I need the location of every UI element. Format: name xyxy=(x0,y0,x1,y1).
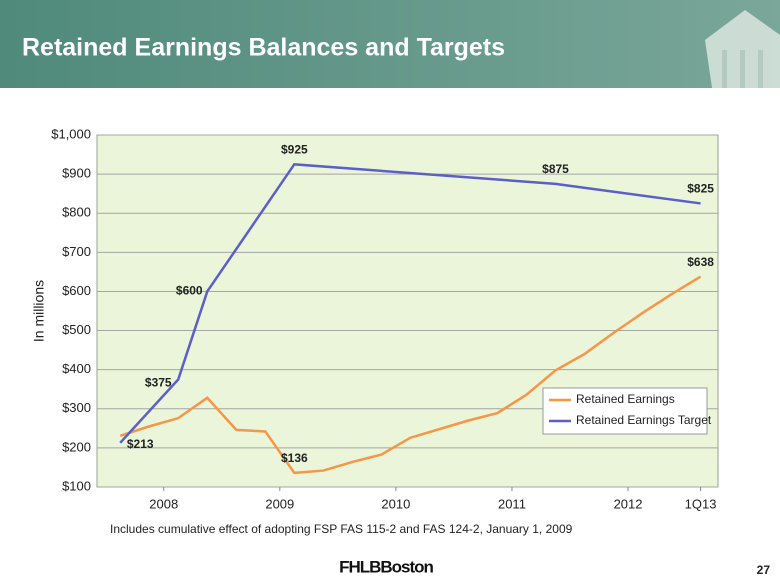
y-tick-label: $200 xyxy=(62,439,91,454)
y-tick-label: $900 xyxy=(62,166,91,181)
x-tick-label: 2009 xyxy=(265,496,294,511)
data-label: $213 xyxy=(127,437,154,451)
house-icon xyxy=(705,10,780,88)
legend-label: Retained Earnings Target xyxy=(576,413,712,427)
y-tick-label: $500 xyxy=(62,322,91,337)
y-tick-label: $700 xyxy=(62,244,91,259)
slide-title: Retained Earnings Balances and Targets xyxy=(22,34,505,62)
x-tick-label: 2008 xyxy=(149,496,178,511)
data-label: $825 xyxy=(687,182,714,196)
y-tick-label: $1,000 xyxy=(51,126,91,141)
y-tick-label: $100 xyxy=(62,478,91,493)
y-tick-label: $300 xyxy=(62,400,91,415)
x-tick-label: 2012 xyxy=(614,496,643,511)
page-number: 27 xyxy=(757,563,771,577)
y-tick-label: $800 xyxy=(62,205,91,220)
y-tick-label: $600 xyxy=(62,283,91,298)
y-tick-label: $400 xyxy=(62,361,91,376)
legend-box xyxy=(542,387,708,435)
data-label: $875 xyxy=(542,162,569,176)
header-band xyxy=(0,0,780,88)
x-tick-label: 2010 xyxy=(381,496,410,511)
footer-logo: FHLBBoston xyxy=(339,557,433,576)
legend-label: Retained Earnings xyxy=(576,392,675,406)
data-label: $375 xyxy=(145,376,172,390)
y-axis-title: In millions xyxy=(31,280,47,342)
data-label: $925 xyxy=(281,143,308,157)
footnote: Includes cumulative effect of adopting F… xyxy=(110,522,573,536)
data-label: $600 xyxy=(176,284,203,298)
x-tick-label: 2011 xyxy=(498,496,526,511)
series-line xyxy=(119,163,701,444)
series-line xyxy=(119,275,702,475)
data-label: $136 xyxy=(281,451,308,465)
x-tick-label: 1Q13 xyxy=(685,496,717,511)
data-label: $638 xyxy=(687,255,714,269)
